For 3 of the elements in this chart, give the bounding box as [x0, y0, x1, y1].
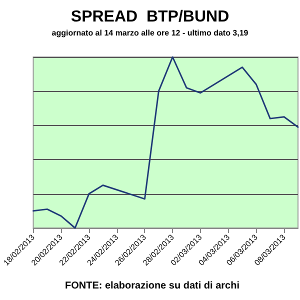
chart-subtitle: aggiornato al 14 marzo alle ore 12 - ultimo dato 3,19	[52, 28, 249, 38]
chart-title: SPREAD BTP/BUND	[70, 8, 230, 26]
source-note: FONTE: elaborazione su dati di archi	[65, 280, 240, 292]
